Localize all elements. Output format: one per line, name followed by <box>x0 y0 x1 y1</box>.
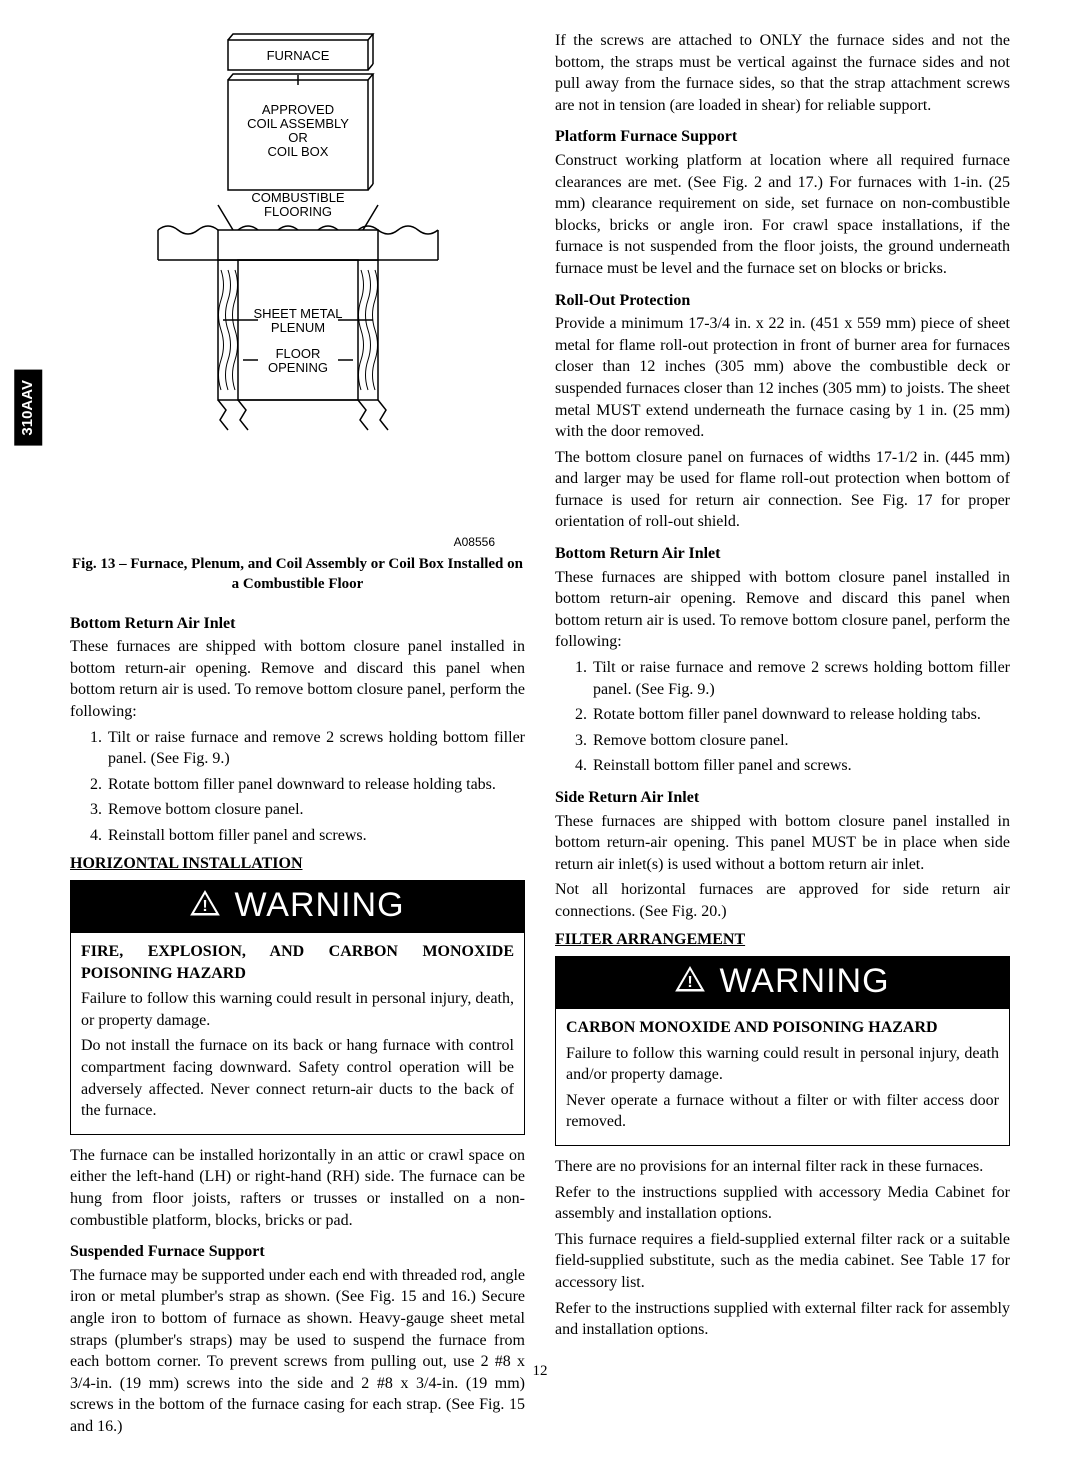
list-item: Reinstall bottom filler panel and screws… <box>591 755 1010 777</box>
warning-para: Failure to follow this warning could res… <box>81 988 514 1031</box>
warning-header: ! WARNING <box>71 881 524 933</box>
svg-text:COMBUSTIBLEFLOORING: COMBUSTIBLEFLOORING <box>251 190 345 219</box>
svg-text:SHEET METALPLENUM: SHEET METALPLENUM <box>253 306 342 335</box>
warning-triangle-icon: ! <box>675 966 705 999</box>
svg-text:!: ! <box>203 898 208 915</box>
svg-text:FLOOROPENING: FLOOROPENING <box>268 346 328 375</box>
para-right-9: Refer to the instructions supplied with … <box>555 1182 1010 1225</box>
right-list: Tilt or raise furnace and remove 2 screw… <box>591 657 1010 777</box>
warning-header: ! WARNING <box>556 957 1009 1009</box>
heading-platform: Platform Furnace Support <box>555 126 1010 148</box>
warning-hazard: CARBON MONOXIDE AND POISONING HAZARD <box>566 1017 999 1039</box>
list-item: Tilt or raise furnace and remove 2 screw… <box>106 727 525 770</box>
para-right-3: Provide a minimum 17-3/4 in. x 22 in. (4… <box>555 313 1010 443</box>
warning-para: Never operate a furnace without a filter… <box>566 1090 999 1133</box>
figure-id: A08556 <box>70 534 495 550</box>
warning-hazard: FIRE, EXPLOSION, AND CARBON MONOXIDE POI… <box>81 941 514 984</box>
figure-caption: Fig. 13 – Furnace, Plenum, and Coil Asse… <box>70 554 525 595</box>
para-right-11: Refer to the instructions supplied with … <box>555 1298 1010 1341</box>
para-left-1: These furnaces are shipped with bottom c… <box>70 636 525 722</box>
para-right-4: The bottom closure panel on furnaces of … <box>555 447 1010 533</box>
heading-filter-arrangement: FILTER ARRANGEMENT <box>555 929 1010 951</box>
list-item: Remove bottom closure panel. <box>591 730 1010 752</box>
para-right-2: Construct working platform at location w… <box>555 150 1010 280</box>
warning-box-right: ! WARNING CARBON MONOXIDE AND POISONING … <box>555 956 1010 1146</box>
list-item: Tilt or raise furnace and remove 2 screw… <box>591 657 1010 700</box>
warning-para: Do not install the furnace on its back o… <box>81 1035 514 1121</box>
warning-title: WARNING <box>719 959 889 1005</box>
heading-bottom-return-r: Bottom Return Air Inlet <box>555 543 1010 565</box>
svg-text:!: ! <box>688 974 693 991</box>
warning-title: WARNING <box>234 883 404 929</box>
para-left-2: The furnace can be installed horizontall… <box>70 1145 525 1231</box>
figure-diagram: FURNACE APPROVEDCOIL ASSEMBLYORCOIL BOX … <box>108 30 488 530</box>
para-right-6: These furnaces are shipped with bottom c… <box>555 811 1010 876</box>
para-left-3: The furnace may be supported under each … <box>70 1265 525 1438</box>
heading-rollout: Roll-Out Protection <box>555 290 1010 312</box>
warning-para: Failure to follow this warning could res… <box>566 1043 999 1086</box>
heading-suspended: Suspended Furnace Support <box>70 1241 525 1263</box>
model-side-tab: 310AAV <box>14 370 42 446</box>
fig-label-furnace: FURNACE <box>266 48 329 63</box>
para-right-1: If the screws are attached to ONLY the f… <box>555 30 1010 116</box>
list-item: Rotate bottom filler panel downward to r… <box>106 774 525 796</box>
right-column: If the screws are attached to ONLY the f… <box>555 30 1010 1442</box>
left-column: FURNACE APPROVEDCOIL ASSEMBLYORCOIL BOX … <box>70 30 525 1442</box>
page-number: 12 <box>0 1361 1080 1381</box>
heading-horizontal-install: HORIZONTAL INSTALLATION <box>70 853 525 875</box>
heading-bottom-return: Bottom Return Air Inlet <box>70 613 525 635</box>
para-right-8: There are no provisions for an internal … <box>555 1156 1010 1178</box>
list-item: Remove bottom closure panel. <box>106 799 525 821</box>
svg-text:APPROVEDCOIL ASSEMBLYORCOIL BO: APPROVEDCOIL ASSEMBLYORCOIL BOX <box>247 102 349 159</box>
page-container: FURNACE APPROVEDCOIL ASSEMBLYORCOIL BOX … <box>0 0 1080 1472</box>
para-right-5: These furnaces are shipped with bottom c… <box>555 567 1010 653</box>
heading-side-return: Side Return Air Inlet <box>555 787 1010 809</box>
warning-triangle-icon: ! <box>190 890 220 923</box>
list-item: Rotate bottom filler panel downward to r… <box>591 704 1010 726</box>
para-right-7: Not all horizontal furnaces are approved… <box>555 879 1010 922</box>
list-item: Reinstall bottom filler panel and screws… <box>106 825 525 847</box>
para-right-10: This furnace requires a field-supplied e… <box>555 1229 1010 1294</box>
warning-box-left: ! WARNING FIRE, EXPLOSION, AND CARBON MO… <box>70 880 525 1135</box>
left-list: Tilt or raise furnace and remove 2 screw… <box>106 727 525 847</box>
